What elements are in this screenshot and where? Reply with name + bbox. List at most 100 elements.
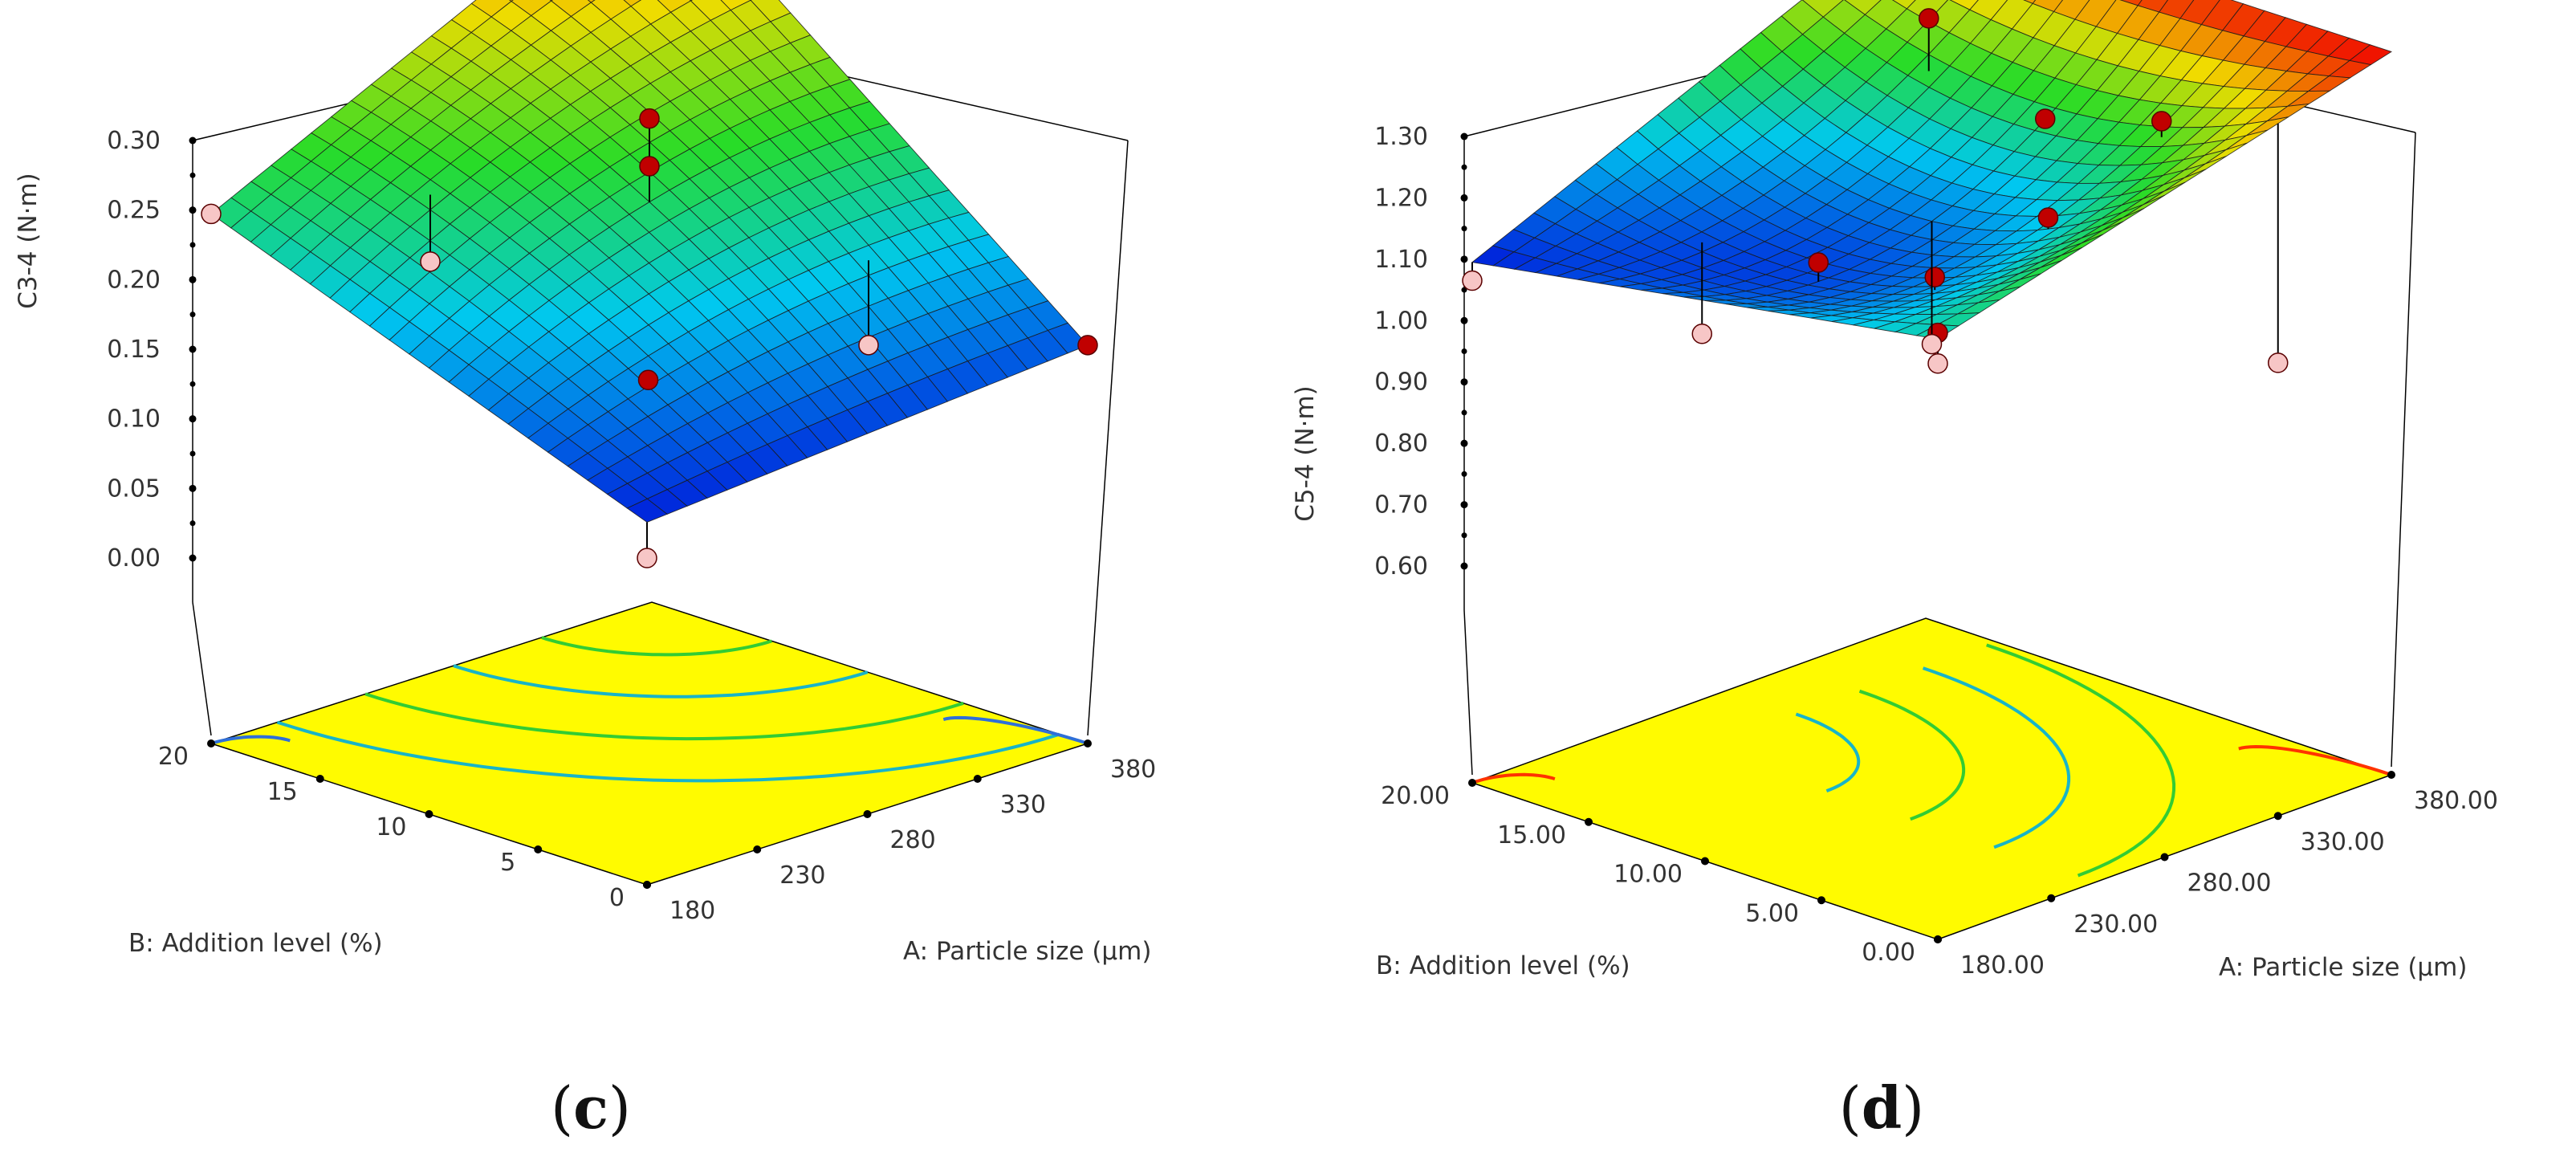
z-minor-tick xyxy=(189,381,196,387)
x-tick xyxy=(2160,853,2169,862)
z-tick-label: 0.00 xyxy=(107,544,161,572)
surface-cell xyxy=(587,0,596,3)
x-tick-label: 180.00 xyxy=(1960,951,2045,980)
z-tick xyxy=(189,415,197,423)
x-tick-label: 180 xyxy=(669,897,715,925)
z-axis-label: C3-4 (N·m) xyxy=(14,173,43,309)
y-tick xyxy=(1468,779,1476,787)
x-tick-label: 230.00 xyxy=(2073,910,2158,939)
y-tick-label: 10 xyxy=(376,813,406,841)
x-axis-label: A: Particle size (µm) xyxy=(903,937,1151,966)
z-tick-label: 0.90 xyxy=(1374,369,1428,397)
x-tick xyxy=(2273,812,2282,821)
z-minor-tick xyxy=(1461,470,1467,477)
y-tick xyxy=(1817,896,1825,905)
z-minor-tick xyxy=(189,242,196,248)
contour-line xyxy=(2238,744,2392,776)
panel-label-d: (d) xyxy=(1839,1073,1925,1142)
z-minor-tick xyxy=(189,172,196,178)
z-tick xyxy=(189,484,197,492)
panel-label-c: (c) xyxy=(551,1073,631,1142)
y-tick xyxy=(1701,857,1709,866)
y-tick-label: 10.00 xyxy=(1614,861,1683,889)
z-tick xyxy=(1460,562,1468,570)
design-point xyxy=(639,156,660,177)
frame-edge xyxy=(1087,140,1129,736)
z-tick xyxy=(1460,378,1468,386)
y-tick-label: 0 xyxy=(609,884,625,912)
x-tick-label: 330.00 xyxy=(2301,828,2385,856)
z-tick xyxy=(189,275,197,283)
x-tick xyxy=(2387,771,2395,779)
x-tick xyxy=(973,775,982,783)
z-minor-tick xyxy=(1461,226,1467,232)
z-tick xyxy=(189,206,197,214)
design-point xyxy=(637,548,657,568)
z-tick-label: 0.25 xyxy=(107,197,161,225)
x-tick xyxy=(753,845,762,853)
z-tick xyxy=(1460,193,1468,202)
z-minor-tick xyxy=(189,312,196,318)
contour-line xyxy=(1471,772,1556,784)
z-tick-label: 0.30 xyxy=(107,127,161,155)
design-point xyxy=(1924,267,1945,287)
x-axis-label: A: Particle size (µm) xyxy=(2219,953,2467,982)
x-tick xyxy=(1084,739,1092,747)
z-minor-tick xyxy=(1461,348,1467,354)
design-point xyxy=(1077,335,1098,356)
design-point xyxy=(2035,108,2056,129)
z-tick xyxy=(1460,316,1468,324)
z-tick-label: 0.80 xyxy=(1374,430,1428,458)
design-point xyxy=(639,108,660,129)
design-point xyxy=(2268,352,2289,373)
z-tick-label: 1.20 xyxy=(1374,184,1428,212)
y-axis-label: B: Addition level (%) xyxy=(1376,951,1630,980)
y-tick xyxy=(207,739,215,747)
design-point xyxy=(2037,207,2059,228)
y-tick-label: 15 xyxy=(267,778,298,806)
y-tick xyxy=(425,810,433,818)
contour-line xyxy=(1922,666,2071,849)
design-point xyxy=(2151,111,2172,132)
z-tick-label: 0.10 xyxy=(107,405,161,434)
y-tick-label: 0.00 xyxy=(1862,939,1915,967)
z-tick xyxy=(1460,255,1468,263)
contour-line xyxy=(364,692,964,741)
z-minor-tick xyxy=(1461,164,1467,170)
y-tick-label: 20.00 xyxy=(1381,782,1450,810)
z-tick xyxy=(189,136,197,145)
y-tick-label: 20 xyxy=(158,743,189,771)
surface-cell xyxy=(623,0,642,7)
surface-plot-d: 0.60 0.70 0.80 0.90 1.00 1.10 1.20 1.30 180.00 23… xyxy=(1291,0,2498,1142)
design-point xyxy=(1927,353,1948,374)
x-tick xyxy=(2047,894,2056,902)
frame-edge xyxy=(2391,132,2416,768)
contour-line xyxy=(541,636,772,657)
x-tick-label: 380 xyxy=(1110,756,1156,784)
y-tick xyxy=(534,845,543,853)
design-point xyxy=(201,203,222,225)
y-tick xyxy=(1585,817,1593,826)
x-tick-label: 330 xyxy=(1000,791,1046,819)
contour-line xyxy=(1795,712,1861,792)
surface-plot-c: 0.00 0.05 0.10 0.15 0.20 0.25 0.30 180 230 280 330… xyxy=(14,0,1156,1142)
design-point xyxy=(858,335,879,356)
x-tick-label: 230 xyxy=(779,862,825,890)
surface-cell xyxy=(626,498,668,523)
z-minor-tick xyxy=(1461,287,1467,293)
z-minor-tick xyxy=(1461,409,1467,416)
z-tick-label: 0.60 xyxy=(1374,552,1428,580)
design-point xyxy=(1921,333,1943,355)
z-axis-label: C5-4 (N·m) xyxy=(1291,385,1320,522)
z-minor-tick xyxy=(189,450,196,457)
y-tick xyxy=(643,881,651,889)
z-tick xyxy=(1460,501,1468,509)
z-tick xyxy=(1460,132,1468,141)
y-tick-label: 15.00 xyxy=(1497,821,1566,849)
contour-line xyxy=(942,715,1089,745)
contour-line xyxy=(210,735,291,745)
x-tick-label: 380.00 xyxy=(2414,787,2498,815)
z-tick-label: 0.15 xyxy=(107,336,161,364)
design-point xyxy=(1462,270,1483,291)
